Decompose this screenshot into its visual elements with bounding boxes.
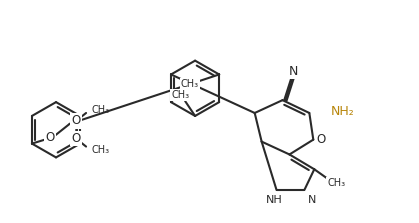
Text: O: O <box>72 114 81 127</box>
Text: CH₃: CH₃ <box>327 178 345 188</box>
Text: CH₃: CH₃ <box>91 145 109 155</box>
Text: N: N <box>308 195 316 205</box>
Text: CH₃: CH₃ <box>171 90 189 100</box>
Text: NH₂: NH₂ <box>331 105 355 118</box>
Text: CH₃: CH₃ <box>91 105 109 115</box>
Text: CH₃: CH₃ <box>181 79 199 89</box>
Text: O: O <box>72 132 81 145</box>
Text: O: O <box>317 133 326 146</box>
Text: O: O <box>45 131 54 144</box>
Text: NH: NH <box>266 195 283 205</box>
Text: N: N <box>289 65 298 78</box>
